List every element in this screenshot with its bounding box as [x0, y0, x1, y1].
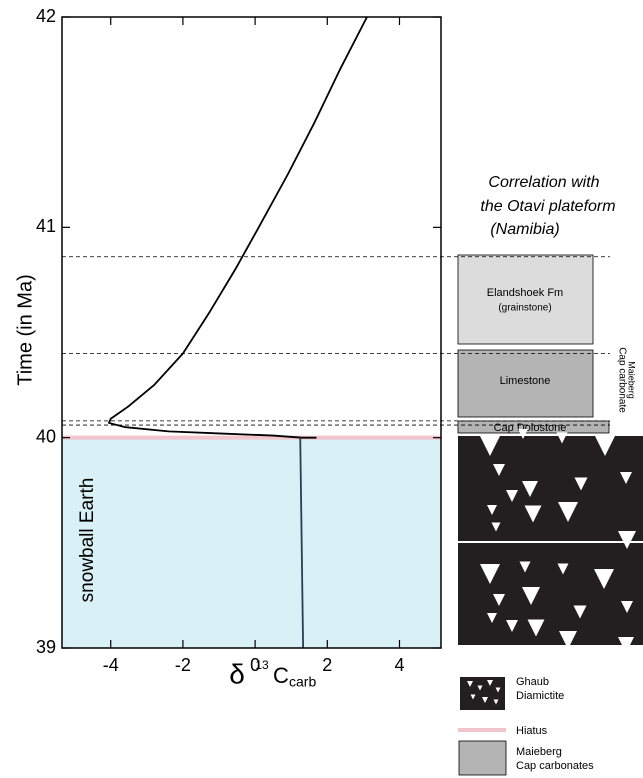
clast: [495, 687, 501, 693]
clast: [524, 505, 542, 523]
snowball-region: [62, 437, 441, 648]
y-tick-label: 39: [36, 637, 56, 657]
x-axis-label: carb: [289, 674, 316, 690]
clast: [493, 594, 505, 606]
clast: [506, 620, 518, 632]
limestone-box: [457, 349, 594, 418]
legend-swatch: [458, 740, 507, 776]
clast: [487, 680, 493, 686]
legend-label: Maieberg: [516, 746, 562, 758]
clast: [559, 631, 577, 649]
legend-swatch: [460, 677, 505, 710]
x-tick-label: 0: [250, 655, 260, 675]
clast: [470, 694, 476, 700]
clast: [467, 681, 473, 687]
layer-label: Limestone: [500, 375, 551, 387]
clast: [558, 502, 578, 522]
annotation: snowball Earth: [77, 478, 98, 603]
layer-label: Elandshoek Fm: [487, 287, 563, 299]
diamictite-box: [458, 543, 643, 645]
correlation-title: the Otavi plateform: [480, 198, 615, 215]
clast: [527, 619, 545, 637]
elandshoek-box: [457, 254, 594, 345]
clast: [522, 587, 540, 605]
y-tick-label: 40: [36, 426, 56, 446]
side-label: Maieberg: [627, 361, 637, 399]
clast: [556, 432, 568, 444]
clast: [595, 436, 615, 456]
clast: [493, 464, 505, 476]
y-tick-label: 42: [36, 6, 56, 26]
clast: [620, 472, 632, 484]
clast: [574, 477, 588, 491]
clast: [519, 561, 531, 573]
y-tick-label: 41: [36, 216, 56, 236]
legend-label: Cap carbonates: [516, 760, 594, 772]
clast: [480, 564, 500, 584]
plot-frame: [61, 16, 442, 649]
diamictite-box: [458, 436, 643, 541]
x-axis-label: δ: [229, 658, 245, 689]
clast: [482, 697, 488, 703]
correlation-title: (Namibia): [490, 221, 559, 238]
correlation-title: Correlation with: [488, 174, 599, 191]
clast: [518, 429, 528, 439]
legend: Ghaub Diamictite Hiatus Maieberg Cap car…: [458, 676, 594, 776]
layer-label: Cap Dolostone: [494, 422, 567, 434]
side-label: Cap carbonate: [616, 347, 627, 413]
clast: [618, 637, 634, 653]
clast: [477, 685, 483, 691]
layer-label: (grainstone): [498, 303, 551, 314]
clast: [573, 605, 587, 619]
x-axis-label: 13: [255, 658, 269, 672]
x-tick-label: -2: [175, 655, 191, 675]
clast: [621, 601, 633, 613]
clast: [522, 481, 538, 497]
clast: [487, 505, 497, 515]
clast: [493, 699, 499, 705]
clast: [594, 569, 614, 589]
legend-label: Ghaub: [516, 676, 549, 688]
clast: [491, 522, 501, 532]
strat-column: Elandshoek Fm (grainstone) Limestone Cap…: [457, 174, 643, 645]
x-tick-label: 2: [322, 655, 332, 675]
legend-label: Hiatus: [516, 725, 548, 737]
clast: [480, 436, 500, 456]
y-axis-label: Time (in Ma): [14, 274, 36, 385]
x-tick-label: 4: [394, 655, 404, 675]
clast: [506, 490, 518, 502]
x-tick-label: -4: [103, 655, 119, 675]
clast: [487, 613, 497, 623]
x-axis-label: C: [273, 663, 289, 688]
clast: [557, 563, 569, 575]
legend-label: Diamictite: [516, 690, 564, 702]
clast: [618, 531, 636, 549]
data-line: [299, 437, 305, 649]
data-line: [108, 16, 368, 439]
